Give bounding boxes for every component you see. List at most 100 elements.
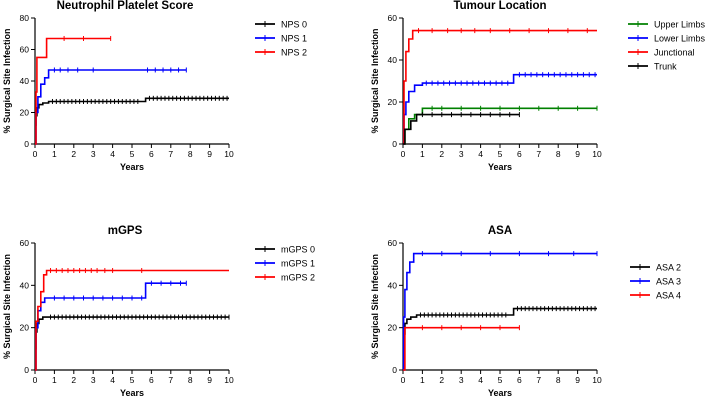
x-tick-label: 5	[130, 375, 135, 385]
x-tick-label: 8	[188, 375, 193, 385]
x-tick-label: 5	[498, 375, 503, 385]
chart-panel-1: Neutrophil Platelet Score 0 20 40 60 80 0 1 2 3 4 5…	[2, 0, 307, 172]
x-tick-label: 2	[71, 149, 76, 159]
x-tick-label: 9	[575, 375, 580, 385]
x-tick-label: 1	[52, 149, 57, 159]
x-tick-label: 10	[592, 149, 602, 159]
series-line-asa-4	[403, 326, 520, 371]
series-line-mgps-0	[34, 316, 229, 371]
x-tick-label: 8	[556, 149, 561, 159]
legend-label-upper-limbs: Upper Limbs	[654, 20, 706, 30]
x-tick-label: 6	[149, 149, 154, 159]
chart-panel-3: mGPS 0 20 40 60 0 1 2 3 4 5 6 7 8 9 10 Years % Surgical S…	[2, 225, 315, 398]
x-tick-label: 8	[188, 149, 193, 159]
y-tick-label: 0	[24, 139, 29, 149]
x-tick-label: 7	[536, 149, 541, 159]
x-tick-label: 4	[478, 375, 483, 385]
series-line-mgps-1	[35, 282, 187, 371]
x-tick-label: 10	[224, 375, 234, 385]
y-tick-label: 80	[20, 13, 30, 23]
legend-label-lower-limbs: Lower Limbs	[654, 34, 706, 44]
x-tick-label: 1	[420, 149, 425, 159]
legend-label-nps-1: NPS 1	[281, 34, 307, 44]
y-tick-label: 60	[20, 238, 30, 248]
x-tick-label: 0	[33, 375, 38, 385]
series-line-asa-3	[402, 252, 597, 371]
x-tick-label: 2	[71, 375, 76, 385]
y-tick-label: 0	[392, 139, 397, 149]
x-tick-label: 2	[439, 375, 444, 385]
y-axis-label: % Surgical Site Infection	[370, 254, 380, 359]
x-tick-label: 2	[439, 149, 444, 159]
legend-label-mgps-1: mGPS 1	[281, 259, 315, 269]
y-tick-label: 60	[388, 238, 398, 248]
series-line-nps-2	[35, 37, 111, 145]
legend-label-junctional: Junctional	[654, 48, 695, 58]
y-tick-label: 20	[20, 108, 30, 118]
legend-label-trunk: Trunk	[654, 62, 677, 72]
chart-panel-2: Tumour Location 0 20 40 60 0 1 2 3 4 5 6 7 8 9 10 Years%…	[370, 0, 706, 172]
chart-title: ASA	[488, 225, 512, 237]
legend-label-nps-0: NPS 0	[281, 20, 307, 30]
chart-title: Neutrophil Platelet Score	[57, 0, 194, 12]
chart-title: mGPS	[108, 225, 143, 237]
x-tick-label: 4	[478, 149, 483, 159]
x-tick-label: 9	[207, 375, 212, 385]
x-tick-label: 3	[459, 375, 464, 385]
x-tick-label: 0	[401, 375, 406, 385]
x-tick-label: 4	[110, 149, 115, 159]
legend-label-asa-2: ASA 2	[656, 263, 681, 273]
series-line-nps-0	[34, 97, 229, 145]
x-tick-label: 1	[52, 375, 57, 385]
x-tick-label: 4	[110, 375, 115, 385]
x-tick-label: 3	[91, 375, 96, 385]
x-tick-label: 3	[459, 149, 464, 159]
legend-label-nps-2: NPS 2	[281, 48, 307, 58]
x-axis-label: Years	[488, 162, 512, 172]
x-tick-label: 9	[207, 149, 212, 159]
x-tick-label: 10	[592, 375, 602, 385]
x-tick-label: 6	[517, 149, 522, 159]
y-tick-label: 0	[392, 365, 397, 375]
x-tick-label: 5	[498, 149, 503, 159]
y-tick-label: 20	[20, 323, 30, 333]
x-tick-label: 10	[224, 149, 234, 159]
series-line-asa-2	[402, 307, 597, 371]
y-tick-label: 20	[388, 323, 398, 333]
series-line-trunk	[403, 113, 520, 145]
x-tick-label: 0	[401, 149, 406, 159]
x-tick-label: 7	[168, 149, 173, 159]
y-tick-label: 0	[24, 365, 29, 375]
x-tick-label: 0	[33, 149, 38, 159]
x-tick-label: 8	[556, 375, 561, 385]
legend-label-asa-3: ASA 3	[656, 277, 681, 287]
y-tick-label: 40	[388, 280, 398, 290]
x-axis-label: Years	[488, 388, 512, 398]
chart-title: Tumour Location	[453, 0, 546, 12]
y-tick-label: 40	[20, 280, 30, 290]
chart-panel-4: ASA 0 20 40 60 0 1 2 3 4 5 6 7 8 9 10 Years % Surgical Si…	[370, 225, 681, 398]
y-axis-label: % Surgical Site Infection	[2, 28, 12, 133]
x-tick-label: 6	[517, 375, 522, 385]
x-tick-label: 6	[149, 375, 154, 385]
legend-label-mgps-2: mGPS 2	[281, 273, 315, 283]
x-tick-label: 7	[168, 375, 173, 385]
y-axis-label: % Surgical Site Infection	[370, 28, 380, 133]
x-axis-label: Years	[120, 388, 144, 398]
y-tick-label: 60	[388, 13, 398, 23]
legend-label-asa-4: ASA 4	[656, 291, 681, 301]
x-tick-label: 1	[420, 375, 425, 385]
legend-label-mgps-0: mGPS 0	[281, 245, 315, 255]
x-tick-label: 5	[130, 149, 135, 159]
x-tick-label: 7	[536, 375, 541, 385]
y-tick-label: 40	[20, 76, 30, 86]
y-tick-label: 20	[388, 97, 398, 107]
series-line-mgps-2	[35, 269, 229, 371]
series-line-nps-1	[35, 69, 187, 145]
x-tick-label: 9	[575, 149, 580, 159]
series-line-junctional	[403, 29, 597, 145]
y-axis-label: % Surgical Site Infection	[2, 254, 12, 359]
y-tick-label: 40	[388, 55, 398, 65]
x-tick-label: 3	[91, 149, 96, 159]
